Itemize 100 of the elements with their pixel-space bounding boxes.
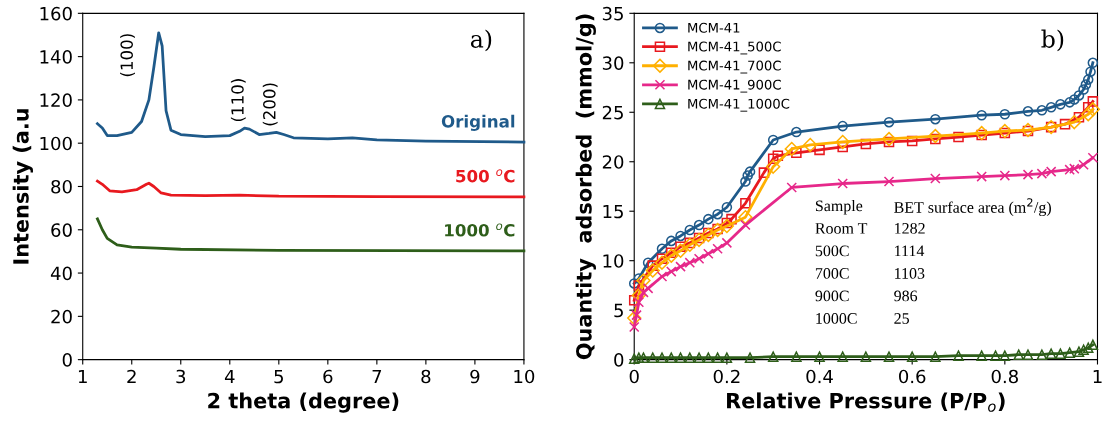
- y-axis-title: Intensity (a.u: [12, 109, 33, 264]
- point: [772, 150, 784, 162]
- point: [742, 170, 754, 181]
- point: [701, 227, 716, 243]
- point: [693, 219, 705, 231]
- x-tick-label: 10: [514, 369, 535, 384]
- y-tick-label: 20: [602, 155, 624, 169]
- x-tick-label: 8: [421, 369, 431, 384]
- point: [684, 352, 696, 363]
- point: [726, 213, 737, 225]
- point: [1087, 339, 1099, 351]
- point: [930, 133, 941, 145]
- point: [675, 261, 686, 272]
- point: [1022, 169, 1034, 180]
- point: [645, 263, 660, 278]
- point: [1080, 79, 1092, 90]
- point: [684, 237, 696, 249]
- point: [684, 257, 696, 268]
- y-tick-label: 30: [602, 56, 624, 70]
- point: [1045, 102, 1057, 113]
- point: [1059, 118, 1071, 130]
- point: [767, 134, 779, 146]
- x-tick-label: 1: [1093, 369, 1102, 384]
- x-tick-label: 0: [629, 369, 639, 384]
- point: [928, 128, 943, 144]
- legend-label: MCM-41: [688, 22, 740, 33]
- point: [656, 352, 668, 363]
- point: [642, 283, 654, 294]
- point: [703, 213, 714, 225]
- point: [1085, 102, 1101, 117]
- x-tick-label: 4: [224, 369, 235, 384]
- y-axis-title: Quantity adsorbed (mmol/g): [575, 14, 596, 360]
- y-tick-label: 25: [602, 105, 623, 120]
- annotation: 1000C: [816, 313, 857, 324]
- point: [740, 219, 751, 231]
- point: [712, 208, 723, 220]
- x-axis-title: Relative Pressure (P/P$_{o}$): [727, 392, 1005, 412]
- y-tick-label: 0: [62, 353, 72, 367]
- point: [721, 201, 733, 213]
- point: [721, 237, 733, 249]
- point: [666, 235, 677, 247]
- point: [627, 310, 642, 326]
- point: [953, 350, 964, 361]
- point: [1055, 99, 1066, 110]
- x-tick-label: 3: [176, 369, 186, 384]
- point: [1069, 163, 1080, 174]
- series-label: 1000 $^{o}$C: [445, 223, 515, 237]
- point: [837, 120, 848, 132]
- point: [1073, 346, 1085, 358]
- point: [1069, 94, 1080, 105]
- point: [814, 144, 825, 156]
- point: [814, 351, 825, 362]
- point: [656, 243, 668, 255]
- legend-label: MCM-41_500C: [688, 41, 781, 55]
- x-tick-label: 0.4: [806, 369, 833, 384]
- x-tick-label: 2: [127, 369, 136, 384]
- x-tick-label: 9: [470, 369, 480, 384]
- point: [803, 137, 818, 153]
- point: [719, 218, 735, 234]
- y-tick-label: 80: [51, 179, 72, 194]
- point: [906, 351, 918, 362]
- point: [1078, 159, 1089, 170]
- point: [953, 131, 964, 143]
- point: [999, 170, 1011, 181]
- point: [675, 230, 686, 242]
- annotation: (100): [120, 34, 135, 77]
- annotation: BET surface area (m$^{2}$/g): [894, 198, 1051, 217]
- point: [974, 125, 989, 141]
- point: [712, 352, 723, 363]
- point: [1082, 74, 1094, 85]
- point: [638, 287, 649, 298]
- x-axis-title: 2 theta (degree): [208, 392, 399, 413]
- y-tick-label: 5: [614, 303, 623, 318]
- point: [883, 116, 895, 128]
- point: [930, 113, 941, 125]
- point: [633, 352, 645, 363]
- x-tick-label: 0.6: [899, 369, 926, 384]
- legend-label: MCM-41_900C: [688, 79, 781, 93]
- point: [1087, 57, 1099, 69]
- point: [1064, 164, 1075, 175]
- annotation: 500C: [815, 245, 849, 257]
- point: [999, 108, 1011, 120]
- point: [791, 351, 802, 362]
- point: [744, 166, 756, 177]
- point: [682, 237, 697, 253]
- point: [1067, 115, 1082, 130]
- point: [999, 127, 1011, 139]
- point: [693, 352, 705, 363]
- legend-label: MCM-41_1000C: [688, 98, 790, 112]
- point: [860, 351, 872, 362]
- point: [1082, 342, 1094, 354]
- point: [703, 248, 714, 260]
- point: [1078, 84, 1089, 95]
- point: [721, 217, 733, 229]
- point: [647, 352, 659, 363]
- point: [999, 350, 1011, 361]
- x-tick-label: 0.2: [713, 369, 740, 384]
- point: [1013, 349, 1025, 360]
- annotation: 25: [894, 313, 909, 324]
- annotation: Room T: [815, 223, 868, 234]
